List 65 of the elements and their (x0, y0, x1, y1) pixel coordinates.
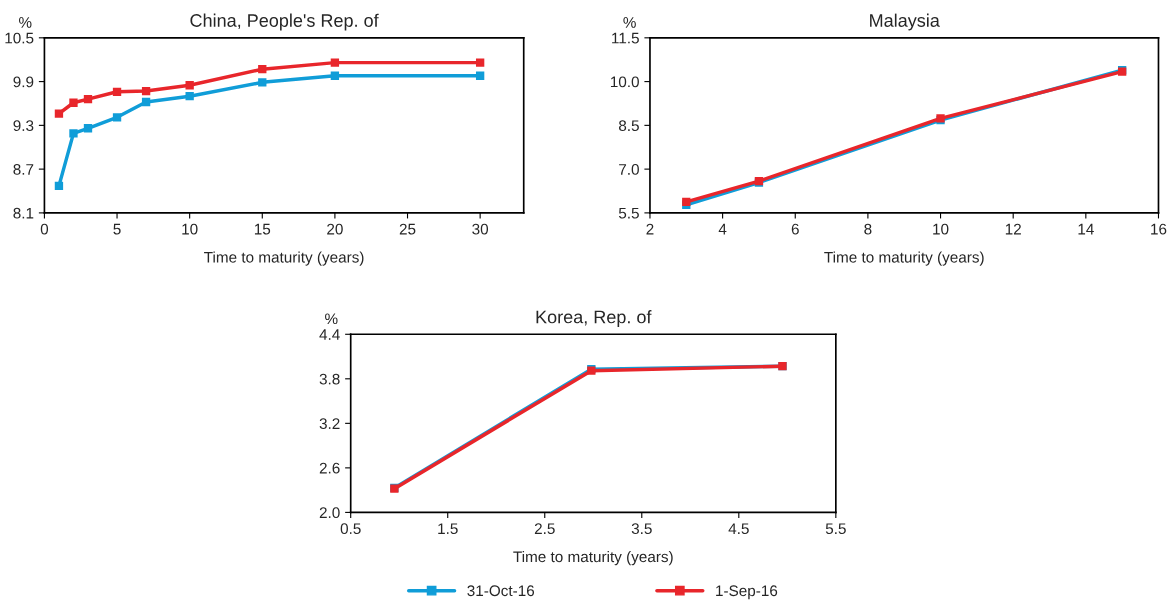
x-tick-label: 5 (113, 223, 121, 235)
point (330, 58, 340, 67)
x-axis-title: Time to maturity (years) (204, 251, 364, 266)
x-tick-label: 14 (1078, 223, 1094, 235)
legend-label: 1-Sep-16 (716, 585, 778, 600)
x-tick-label: 20 (327, 223, 343, 235)
x-tick-label: 8 (864, 223, 872, 235)
point (475, 58, 485, 67)
y-tick-label: 2.0 (319, 507, 340, 519)
x-tick-label: 0 (40, 223, 49, 235)
y-tick-label: 4.4 (319, 329, 340, 340)
point (54, 181, 64, 191)
point (83, 94, 93, 104)
x-tick-label: 16 (1151, 223, 1167, 235)
x-tick-label: 4.5 (728, 523, 749, 535)
x-tick-label: 4 (718, 223, 727, 235)
x-tick-label: 5.5 (825, 523, 846, 535)
point (141, 86, 151, 96)
x-tick-label: 10 (182, 223, 198, 235)
x-tick-label: 15 (254, 223, 271, 235)
point (258, 65, 267, 74)
x-tick-label: 10 (933, 223, 949, 235)
y-tick-label: 5.5 (618, 207, 639, 219)
x-tick-label: 3.5 (631, 523, 652, 535)
point (258, 78, 267, 87)
y-tick-label: 8.1 (13, 207, 34, 219)
chart-title: Korea, Rep. of (536, 310, 652, 327)
x-tick-label: 2 (646, 223, 654, 235)
chart-title: China, People's Rep. of (190, 13, 379, 31)
y-axis-title: % (325, 313, 338, 325)
x-tick-label: 6 (791, 223, 799, 235)
y-tick-label: 3.2 (319, 418, 340, 430)
legend-label: 31-Oct-16 (467, 585, 535, 597)
y-tick-label: 7.0 (619, 163, 639, 175)
x-tick-label: 25 (399, 223, 416, 235)
x-tick-label: 0.5 (340, 523, 361, 535)
point (83, 124, 93, 133)
y-tick-label: 8.7 (13, 163, 34, 175)
x-tick-label: 12 (1005, 223, 1021, 235)
point (475, 71, 485, 80)
y-tick-label: 2.6 (319, 462, 340, 474)
y-axis-title: % (19, 17, 32, 28)
point (330, 71, 340, 80)
y-tick-label: 10.0 (610, 76, 639, 88)
x-tick-label: 2.5 (534, 523, 555, 535)
point (69, 129, 78, 138)
y-tick-label: 11.5 (612, 32, 639, 44)
y-tick-label: 9.9 (13, 76, 34, 88)
y-tick-label: 8.5 (618, 120, 639, 132)
y-axis-title: % (623, 17, 636, 28)
point (69, 98, 78, 107)
x-tick-label: 30 (472, 223, 489, 235)
x-tick-label: 1.5 (438, 523, 458, 535)
x-axis-title: Time to maturity (years) (824, 251, 984, 266)
point (141, 97, 151, 107)
y-tick-label: 10.5 (5, 32, 34, 44)
y-tick-label: 3.8 (319, 373, 340, 385)
x-axis-title: Time to maturity (years) (513, 550, 673, 566)
point (185, 81, 194, 90)
point (112, 87, 122, 96)
chart-title: Malaysia (870, 13, 940, 31)
y-tick-label: 9.3 (13, 120, 34, 132)
point (185, 92, 194, 101)
point (112, 113, 122, 122)
point (54, 109, 64, 118)
